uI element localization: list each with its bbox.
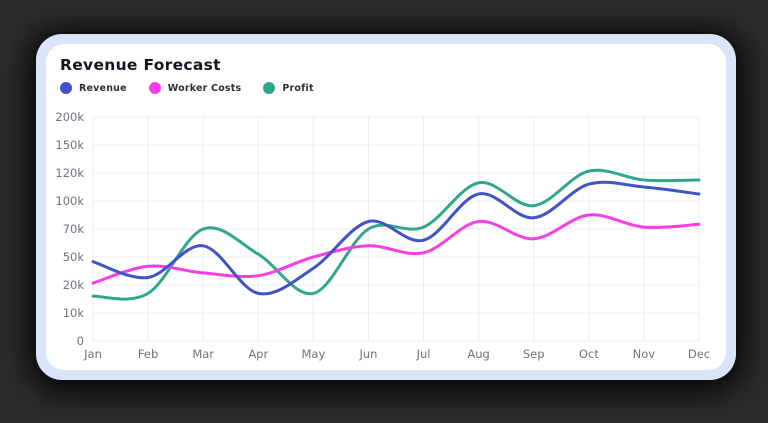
legend-label: Worker Costs [167, 82, 242, 94]
legend-label: Revenue [79, 82, 127, 94]
series-line-worker-costs [91, 213, 701, 285]
legend-item-worker-costs[interactable]: Worker Costs [148, 82, 242, 94]
series-line-revenue [91, 180, 701, 296]
x-axis-label: Jul [416, 347, 431, 361]
legend: Revenue Worker Costs Profit [60, 80, 314, 96]
x-axis-label: Jan [83, 347, 102, 361]
x-axis-label: Nov [633, 347, 656, 361]
x-axis-label: Sep [523, 347, 545, 361]
chart-title: Revenue Forecast [60, 56, 221, 74]
y-axis-label: 70k [63, 222, 85, 236]
line-chart: 0 10k 20k 50k 70k 100k 120k 150k 200k Jan Feb Mar Ap… [55, 110, 710, 361]
x-axis-label: Dec [688, 347, 710, 361]
x-axis-label: May [301, 347, 325, 361]
series-line-profit [91, 168, 701, 301]
y-axis-label: 20k [63, 278, 85, 292]
x-axis-label: Feb [138, 347, 158, 361]
card: Revenue Forecast Revenue Worker Costs Prof… [36, 34, 736, 380]
x-axis-label: Aug [467, 347, 489, 361]
y-axis-label: 50k [63, 250, 85, 264]
x-axis-label: Oct [579, 347, 599, 361]
x-axis-label: Jun [358, 347, 377, 361]
x-axis-label: Apr [248, 347, 268, 361]
y-axis-label: 100k [55, 194, 84, 208]
x-axis-label: Mar [192, 347, 214, 361]
legend-dot-profit [263, 82, 276, 94]
y-axis-label: 120k [55, 166, 84, 180]
y-axis-label: 10k [63, 306, 85, 320]
legend-dot-revenue [60, 82, 72, 94]
chart-card: Revenue Forecast Revenue Worker Costs Prof… [46, 44, 726, 370]
y-axis-label: 0 [77, 334, 84, 348]
y-axis-label: 200k [55, 110, 84, 124]
legend-item-revenue[interactable]: Revenue [60, 82, 127, 94]
y-axis-label: 150k [55, 138, 84, 152]
legend-dot-worker-costs [148, 82, 161, 94]
legend-label: Profit [282, 82, 314, 94]
legend-item-profit[interactable]: Profit [263, 82, 313, 94]
